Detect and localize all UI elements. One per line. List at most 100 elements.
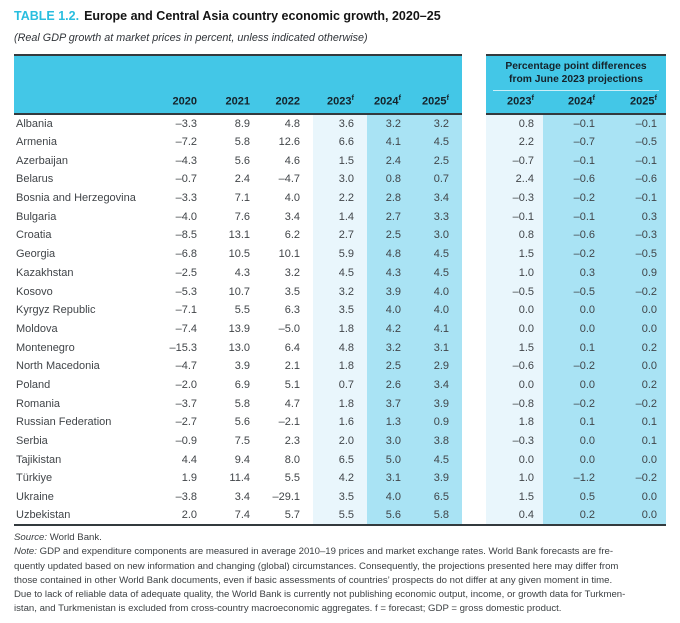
table-row: Türkiye 1.9 11.4 5.5 4.2 3.1 3.9 1.0 –1.… [14, 469, 666, 488]
row-gap [462, 282, 486, 301]
cell-2021: 7.1 [234, 192, 250, 205]
cell-diff-2024f: 0.0 [543, 450, 604, 470]
col-header-2023f: 2023f [313, 91, 367, 115]
cell-2021: 9.4 [234, 453, 250, 466]
cell-diff-2025f: 0.9 [604, 263, 666, 283]
table-row: Montenegro –15.3 13.0 6.4 4.8 3.2 3.1 1.… [14, 338, 666, 357]
cell-2024f: 2.7 [367, 207, 414, 227]
cell-2025f: 3.9 [414, 394, 462, 413]
row-gap [462, 189, 486, 208]
row-gap [462, 114, 486, 133]
cell-diff-2025f: 0.1 [604, 431, 666, 451]
cell-2021: 13.9 [228, 322, 250, 335]
table-row: Azerbaijan –4.3 5.6 4.6 1.5 2.4 2.5 –0.7… [14, 151, 666, 171]
col-header-2021: 2021 [210, 91, 263, 115]
cell-2025f: 4.5 [414, 244, 462, 264]
cell-diff-2023f: 1.5 [486, 244, 543, 264]
cell-2020: –4.3 [175, 154, 197, 167]
cell-2024f: 4.8 [367, 244, 414, 264]
country-name: Bulgaria [16, 210, 57, 223]
col-header-2025f: 2025f [414, 91, 462, 115]
cell-2024f: 2.4 [367, 151, 414, 171]
table-row: Armenia –7.2 5.8 12.6 6.6 4.1 4.5 2.2 –0… [14, 132, 666, 152]
cell-diff-2023f: 0.4 [486, 506, 543, 527]
cell-diff-2024f: –0.5 [543, 282, 604, 301]
cell-2021: 3.4 [234, 491, 250, 504]
country-name: Serbia [16, 435, 48, 448]
cell-2021: 5.5 [234, 304, 250, 317]
cell-diff-2025f: 0.0 [604, 487, 666, 507]
cell-diff-2023f: 1.0 [486, 263, 543, 283]
cell-2024f: 3.0 [367, 431, 414, 451]
table-row: Albania –3.3 8.9 4.8 3.6 3.2 3.2 0.8 –0.… [14, 114, 666, 133]
cell-2023f: 3.5 [313, 487, 367, 507]
cell-2020: –3.3 [175, 117, 197, 130]
cell-2020: –2.0 [175, 378, 197, 391]
row-gap [462, 488, 486, 507]
cell-2024f: 3.1 [367, 469, 414, 488]
cell-2023f: 1.8 [313, 356, 367, 376]
row-gap [462, 469, 486, 488]
country-column-header [14, 91, 160, 115]
cell-2021: 10.7 [228, 285, 250, 298]
cell-2025f: 0.9 [414, 413, 462, 432]
cell-diff-2023f: 1.8 [486, 413, 543, 432]
cell-diff-2025f: –0.1 [604, 114, 666, 133]
cell-2024f: 4.3 [367, 263, 414, 283]
cell-2021: 13.1 [228, 229, 250, 242]
cell-2020: –7.4 [175, 322, 197, 335]
table-subtitle: (Real GDP growth at market prices in per… [14, 32, 368, 44]
cell-diff-2025f: –0.2 [604, 469, 666, 488]
cell-2025f: 3.0 [414, 226, 462, 245]
row-gap [462, 301, 486, 320]
cell-diff-2024f: 0.0 [543, 431, 604, 451]
row-gap [462, 245, 486, 264]
row-gap [462, 133, 486, 152]
cell-2024f: 2.5 [367, 226, 414, 245]
cell-diff-2023f: 2.2 [486, 132, 543, 152]
table-row: Serbia –0.9 7.5 2.3 2.0 3.0 3.8 –0.3 0.0… [14, 431, 666, 451]
col-header-2024f: 2024f [367, 91, 414, 115]
cell-2022: 4.6 [284, 154, 300, 167]
cell-2023f: 6.6 [313, 132, 367, 152]
cell-2022: 3.4 [284, 210, 300, 223]
country-name: Bosnia and Herzegovina [16, 192, 136, 205]
country-name: Poland [16, 378, 51, 391]
cell-diff-2025f: 0.0 [604, 356, 666, 376]
cell-2025f: 4.1 [414, 319, 462, 339]
cell-2020: –2.7 [175, 416, 197, 429]
cell-2021: 11.4 [229, 472, 250, 485]
cell-2022: 5.1 [284, 378, 300, 391]
cell-diff-2023f: –0.1 [486, 207, 543, 227]
row-gap [462, 151, 486, 170]
cell-diff-2023f: 0.0 [486, 319, 543, 339]
table-row: Ukraine –3.8 3.4 –29.1 3.5 4.0 6.5 1.5 0… [14, 487, 666, 507]
cell-2021: 5.8 [234, 136, 250, 149]
cell-2020: –3.3 [175, 192, 197, 205]
cell-2025f: 6.5 [414, 487, 462, 507]
table-row: Bulgaria –4.0 7.6 3.4 1.4 2.7 3.3 –0.1 –… [14, 207, 666, 227]
cell-2020: –6.8 [175, 248, 197, 261]
diff-col-header-2023f: 2023f [486, 91, 543, 115]
cell-2022: 3.5 [284, 285, 300, 298]
row-gap [462, 338, 486, 357]
row-gap [462, 413, 486, 432]
cell-2020: –5.3 [175, 285, 197, 298]
source-label: Source: [14, 532, 48, 544]
cell-2022: 2.1 [284, 360, 300, 373]
cell-diff-2023f: 0.8 [486, 114, 543, 133]
cell-diff-2025f: –0.2 [604, 282, 666, 301]
cell-diff-2025f: –0.2 [604, 394, 666, 413]
note-line: istan, and Turkmenistan is excluded from… [14, 603, 562, 615]
cell-2025f: 5.8 [414, 506, 462, 527]
country-name: Azerbaijan [16, 154, 68, 167]
country-name: Montenegro [16, 341, 75, 354]
cell-2023f: 3.0 [313, 170, 367, 189]
country-name: Armenia [16, 136, 57, 149]
cell-diff-2024f: 0.2 [543, 506, 604, 527]
cell-diff-2025f: –0.1 [604, 188, 666, 208]
row-gap [462, 376, 486, 395]
cell-2022: 6.3 [284, 304, 300, 317]
cell-diff-2024f: 0.0 [543, 300, 604, 320]
